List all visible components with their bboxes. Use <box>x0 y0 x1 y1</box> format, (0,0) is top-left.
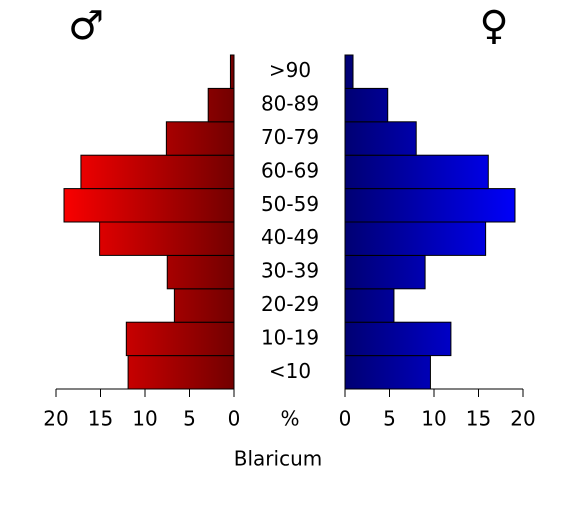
bar <box>344 87 389 123</box>
category-label: 50-59 <box>261 192 319 216</box>
bar <box>344 188 516 223</box>
category-label: >90 <box>269 58 311 82</box>
bar <box>344 254 426 290</box>
bar <box>166 254 235 290</box>
category-label: 70-79 <box>261 125 319 149</box>
bar <box>125 321 235 357</box>
bar <box>229 54 235 89</box>
category-label: 20-29 <box>261 292 319 316</box>
x-tick-label: 20 <box>510 407 535 431</box>
bar <box>344 288 395 323</box>
category-label: <10 <box>269 359 311 383</box>
legend-symbol: ♂ <box>68 3 104 49</box>
bar <box>127 355 235 390</box>
x-tick-label: 15 <box>466 407 491 431</box>
bar <box>344 121 417 156</box>
bar <box>173 288 235 323</box>
bar <box>344 355 431 390</box>
category-label: 40-49 <box>261 225 319 249</box>
bar <box>344 54 354 89</box>
x-tick-label: 15 <box>88 407 113 431</box>
x-tick-label: 10 <box>132 407 157 431</box>
bar <box>344 321 452 357</box>
bar <box>344 221 487 256</box>
chart-title: Blaricum <box>234 447 322 471</box>
unit-label: % <box>280 407 299 431</box>
x-tick-label: 0 <box>228 407 241 431</box>
x-tick-label: 10 <box>421 407 446 431</box>
bar <box>344 154 489 190</box>
x-tick-label: 20 <box>43 407 68 431</box>
x-tick-label: 5 <box>383 407 396 431</box>
category-label: 80-89 <box>261 92 319 116</box>
category-label: 30-39 <box>261 259 319 283</box>
category-label: 60-69 <box>261 158 319 182</box>
bar <box>63 188 235 223</box>
category-label: 10-19 <box>261 325 319 349</box>
x-tick-label: 0 <box>339 407 352 431</box>
bar <box>80 154 235 190</box>
legend-symbol: ♀ <box>479 3 508 49</box>
bar <box>207 87 235 123</box>
x-tick-label: 5 <box>183 407 196 431</box>
bar <box>165 121 235 156</box>
bar <box>99 221 235 256</box>
